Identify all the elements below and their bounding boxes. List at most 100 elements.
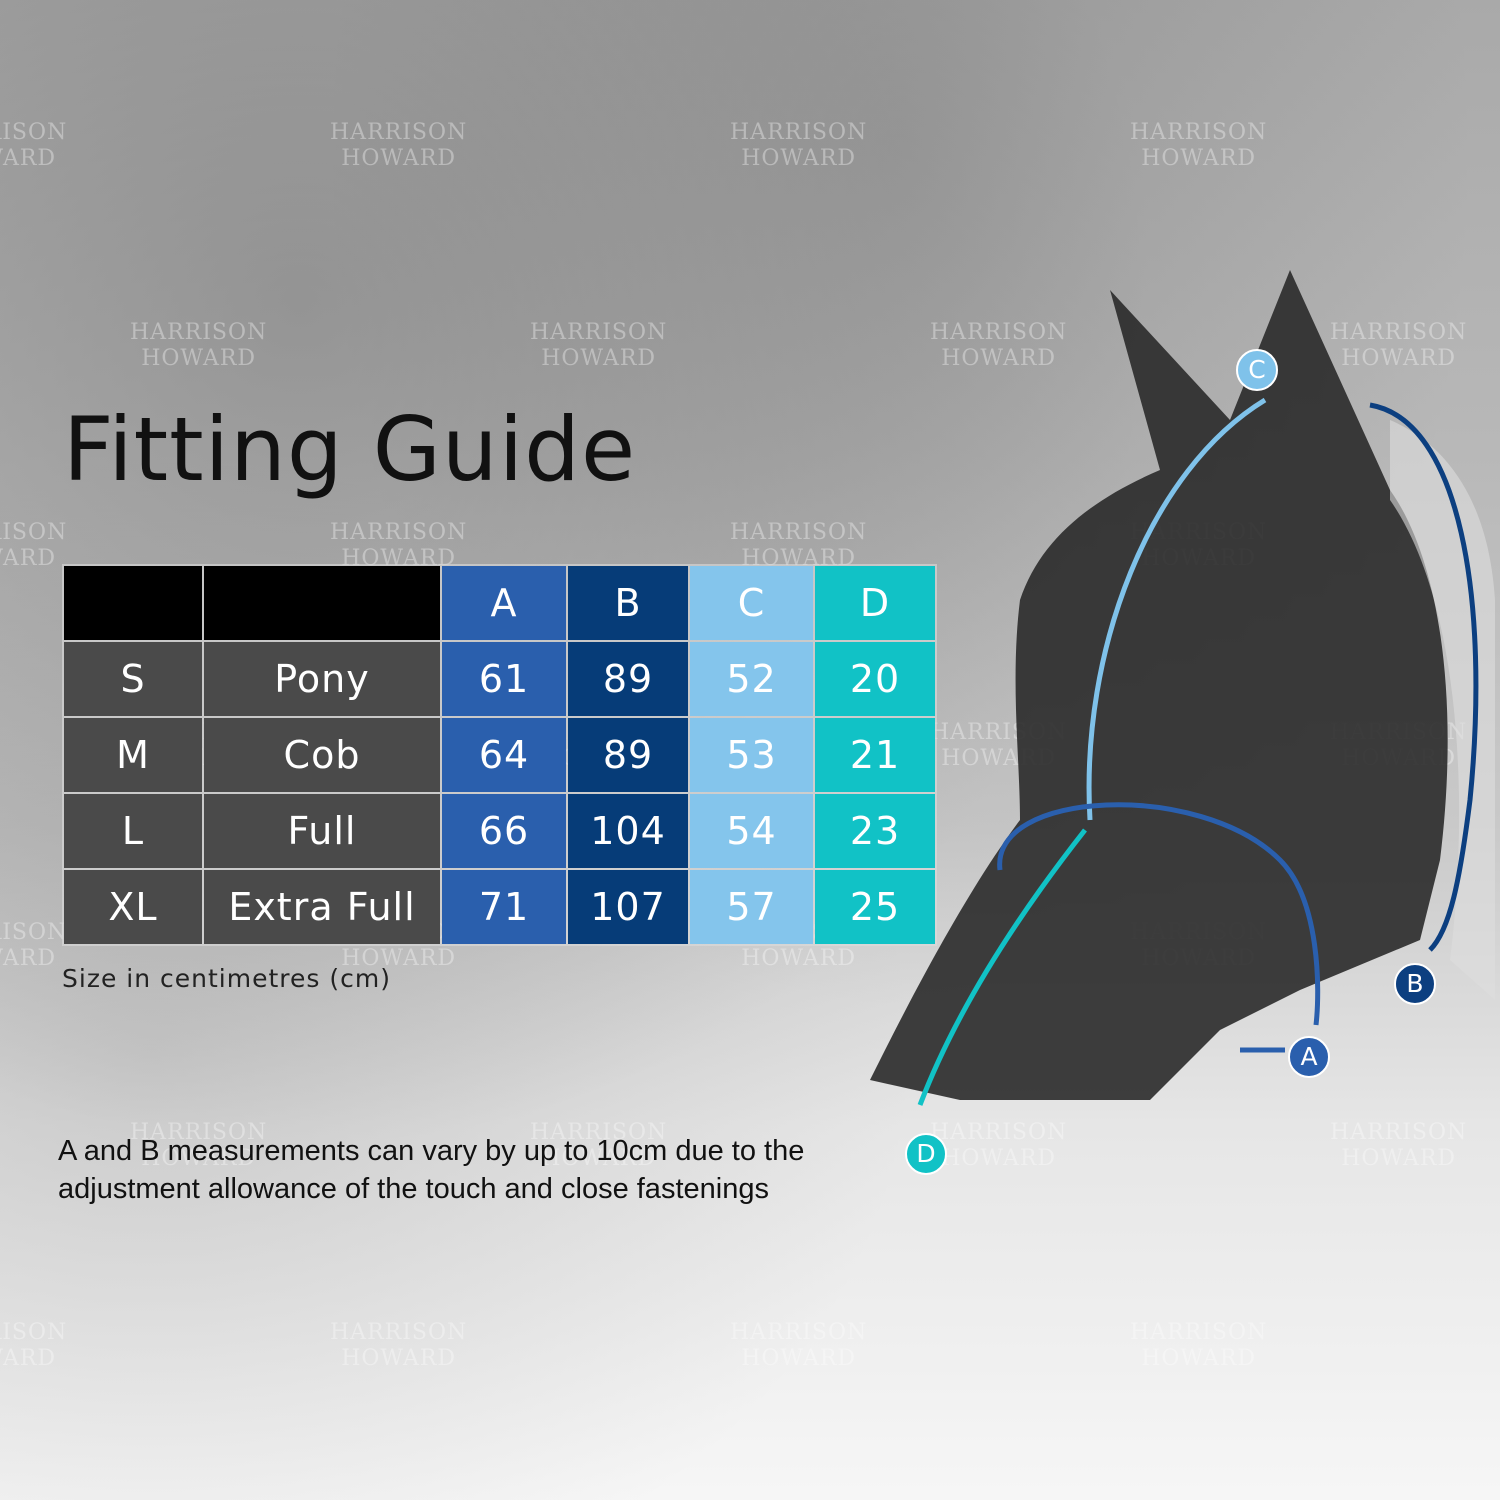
watermark-line1: HARRISON (0, 1320, 68, 1345)
size-table: A B C D S Pony 61 89 52 20 M Cob 64 89 53 21 L Full 66… (62, 564, 937, 946)
cell-size: L (64, 794, 202, 868)
header-c: C (690, 566, 813, 640)
cell-b: 104 (568, 794, 688, 868)
watermark-line1: HARRISON (730, 1320, 868, 1345)
table-header-row: A B C D (64, 566, 935, 640)
watermark-line2: HOWARD (341, 946, 457, 971)
watermark-line1: HARRISON (0, 520, 68, 545)
table-row: M Cob 64 89 53 21 (64, 718, 935, 792)
cell-c: 57 (690, 870, 813, 944)
header-a: A (442, 566, 566, 640)
cell-d: 20 (815, 642, 935, 716)
table-row: S Pony 61 89 52 20 (64, 642, 935, 716)
watermark-line2: HOWARD (541, 346, 657, 371)
watermark-line2: HOWARD (0, 946, 57, 971)
watermark-line2: HOWARD (1141, 146, 1257, 171)
cell-c: 53 (690, 718, 813, 792)
watermark-line2: HOWARD (1341, 1146, 1457, 1171)
watermark-line2: HOWARD (0, 146, 57, 171)
watermark-line1: HARRISON (930, 320, 1068, 345)
watermark-line1: HARRISON (1330, 320, 1468, 345)
watermark-line1: HARRISON (130, 1120, 268, 1145)
cell-name: Extra Full (204, 870, 440, 944)
watermark-line2: HOWARD (141, 1146, 257, 1171)
label-d-badge: D (905, 1133, 947, 1175)
watermark-line2: HOWARD (1141, 1346, 1257, 1371)
watermark-line2: HOWARD (0, 546, 57, 571)
watermark-line1: HARRISON (130, 320, 268, 345)
watermark-line1: HARRISON (730, 520, 868, 545)
cell-a: 64 (442, 718, 566, 792)
header-name (204, 566, 440, 640)
cell-c: 52 (690, 642, 813, 716)
watermark-line2: HOWARD (741, 946, 857, 971)
cell-d: 23 (815, 794, 935, 868)
watermark-line1: HARRISON (1330, 1120, 1468, 1145)
cell-b: 107 (568, 870, 688, 944)
watermark-line1: HARRISON (1130, 1320, 1268, 1345)
watermark-line2: HOWARD (141, 346, 257, 371)
watermark-line1: HARRISON (0, 120, 68, 145)
measurement-note: A and B measurements can vary by up to 1… (58, 1135, 805, 1205)
watermark-line2: HOWARD (741, 146, 857, 171)
watermark-line1: HARRISON (530, 1120, 668, 1145)
watermark-line2: HOWARD (341, 1346, 457, 1371)
watermark-line1: HARRISON (1130, 120, 1268, 145)
watermark-line2: HOWARD (741, 1346, 857, 1371)
cell-d: 21 (815, 718, 935, 792)
header-b: B (568, 566, 688, 640)
cell-size: XL (64, 870, 202, 944)
page-title: Fitting Guide (63, 398, 637, 501)
watermark-line1: HARRISON (530, 320, 668, 345)
watermark-line2: HOWARD (941, 1146, 1057, 1171)
watermark-line2: HOWARD (341, 146, 457, 171)
label-a-badge: A (1288, 1036, 1330, 1078)
watermark-line2: HOWARD (941, 346, 1057, 371)
cell-name: Full (204, 794, 440, 868)
watermark-line1: HARRISON (330, 120, 468, 145)
measure-c-arrow (1086, 397, 1267, 821)
watermark-line2: HOWARD (0, 1346, 57, 1371)
cell-size: S (64, 642, 202, 716)
watermark-line1: HARRISON (330, 520, 468, 545)
watermark-line2: HOWARD (1341, 346, 1457, 371)
table-row: L Full 66 104 54 23 (64, 794, 935, 868)
watermark-line1: HARRISON (730, 120, 868, 145)
measure-d-arrow (917, 828, 1087, 1106)
label-b-badge: B (1394, 963, 1436, 1005)
watermark-line2: HOWARD (541, 1146, 657, 1171)
cell-name: Cob (204, 718, 440, 792)
cell-a: 61 (442, 642, 566, 716)
cell-name: Pony (204, 642, 440, 716)
table-row: XL Extra Full 71 107 57 25 (64, 870, 935, 944)
label-c-badge: C (1236, 349, 1278, 391)
watermark-line1: HARRISON (330, 1320, 468, 1345)
cell-a: 66 (442, 794, 566, 868)
measure-b-arrow (1369, 402, 1479, 952)
cell-d: 25 (815, 870, 935, 944)
cell-size: M (64, 718, 202, 792)
watermark-line1: HARRISON (930, 1120, 1068, 1145)
cell-c: 54 (690, 794, 813, 868)
watermark-line1: HARRISON (0, 920, 68, 945)
cell-b: 89 (568, 642, 688, 716)
horse-head-mask (870, 270, 1448, 1100)
